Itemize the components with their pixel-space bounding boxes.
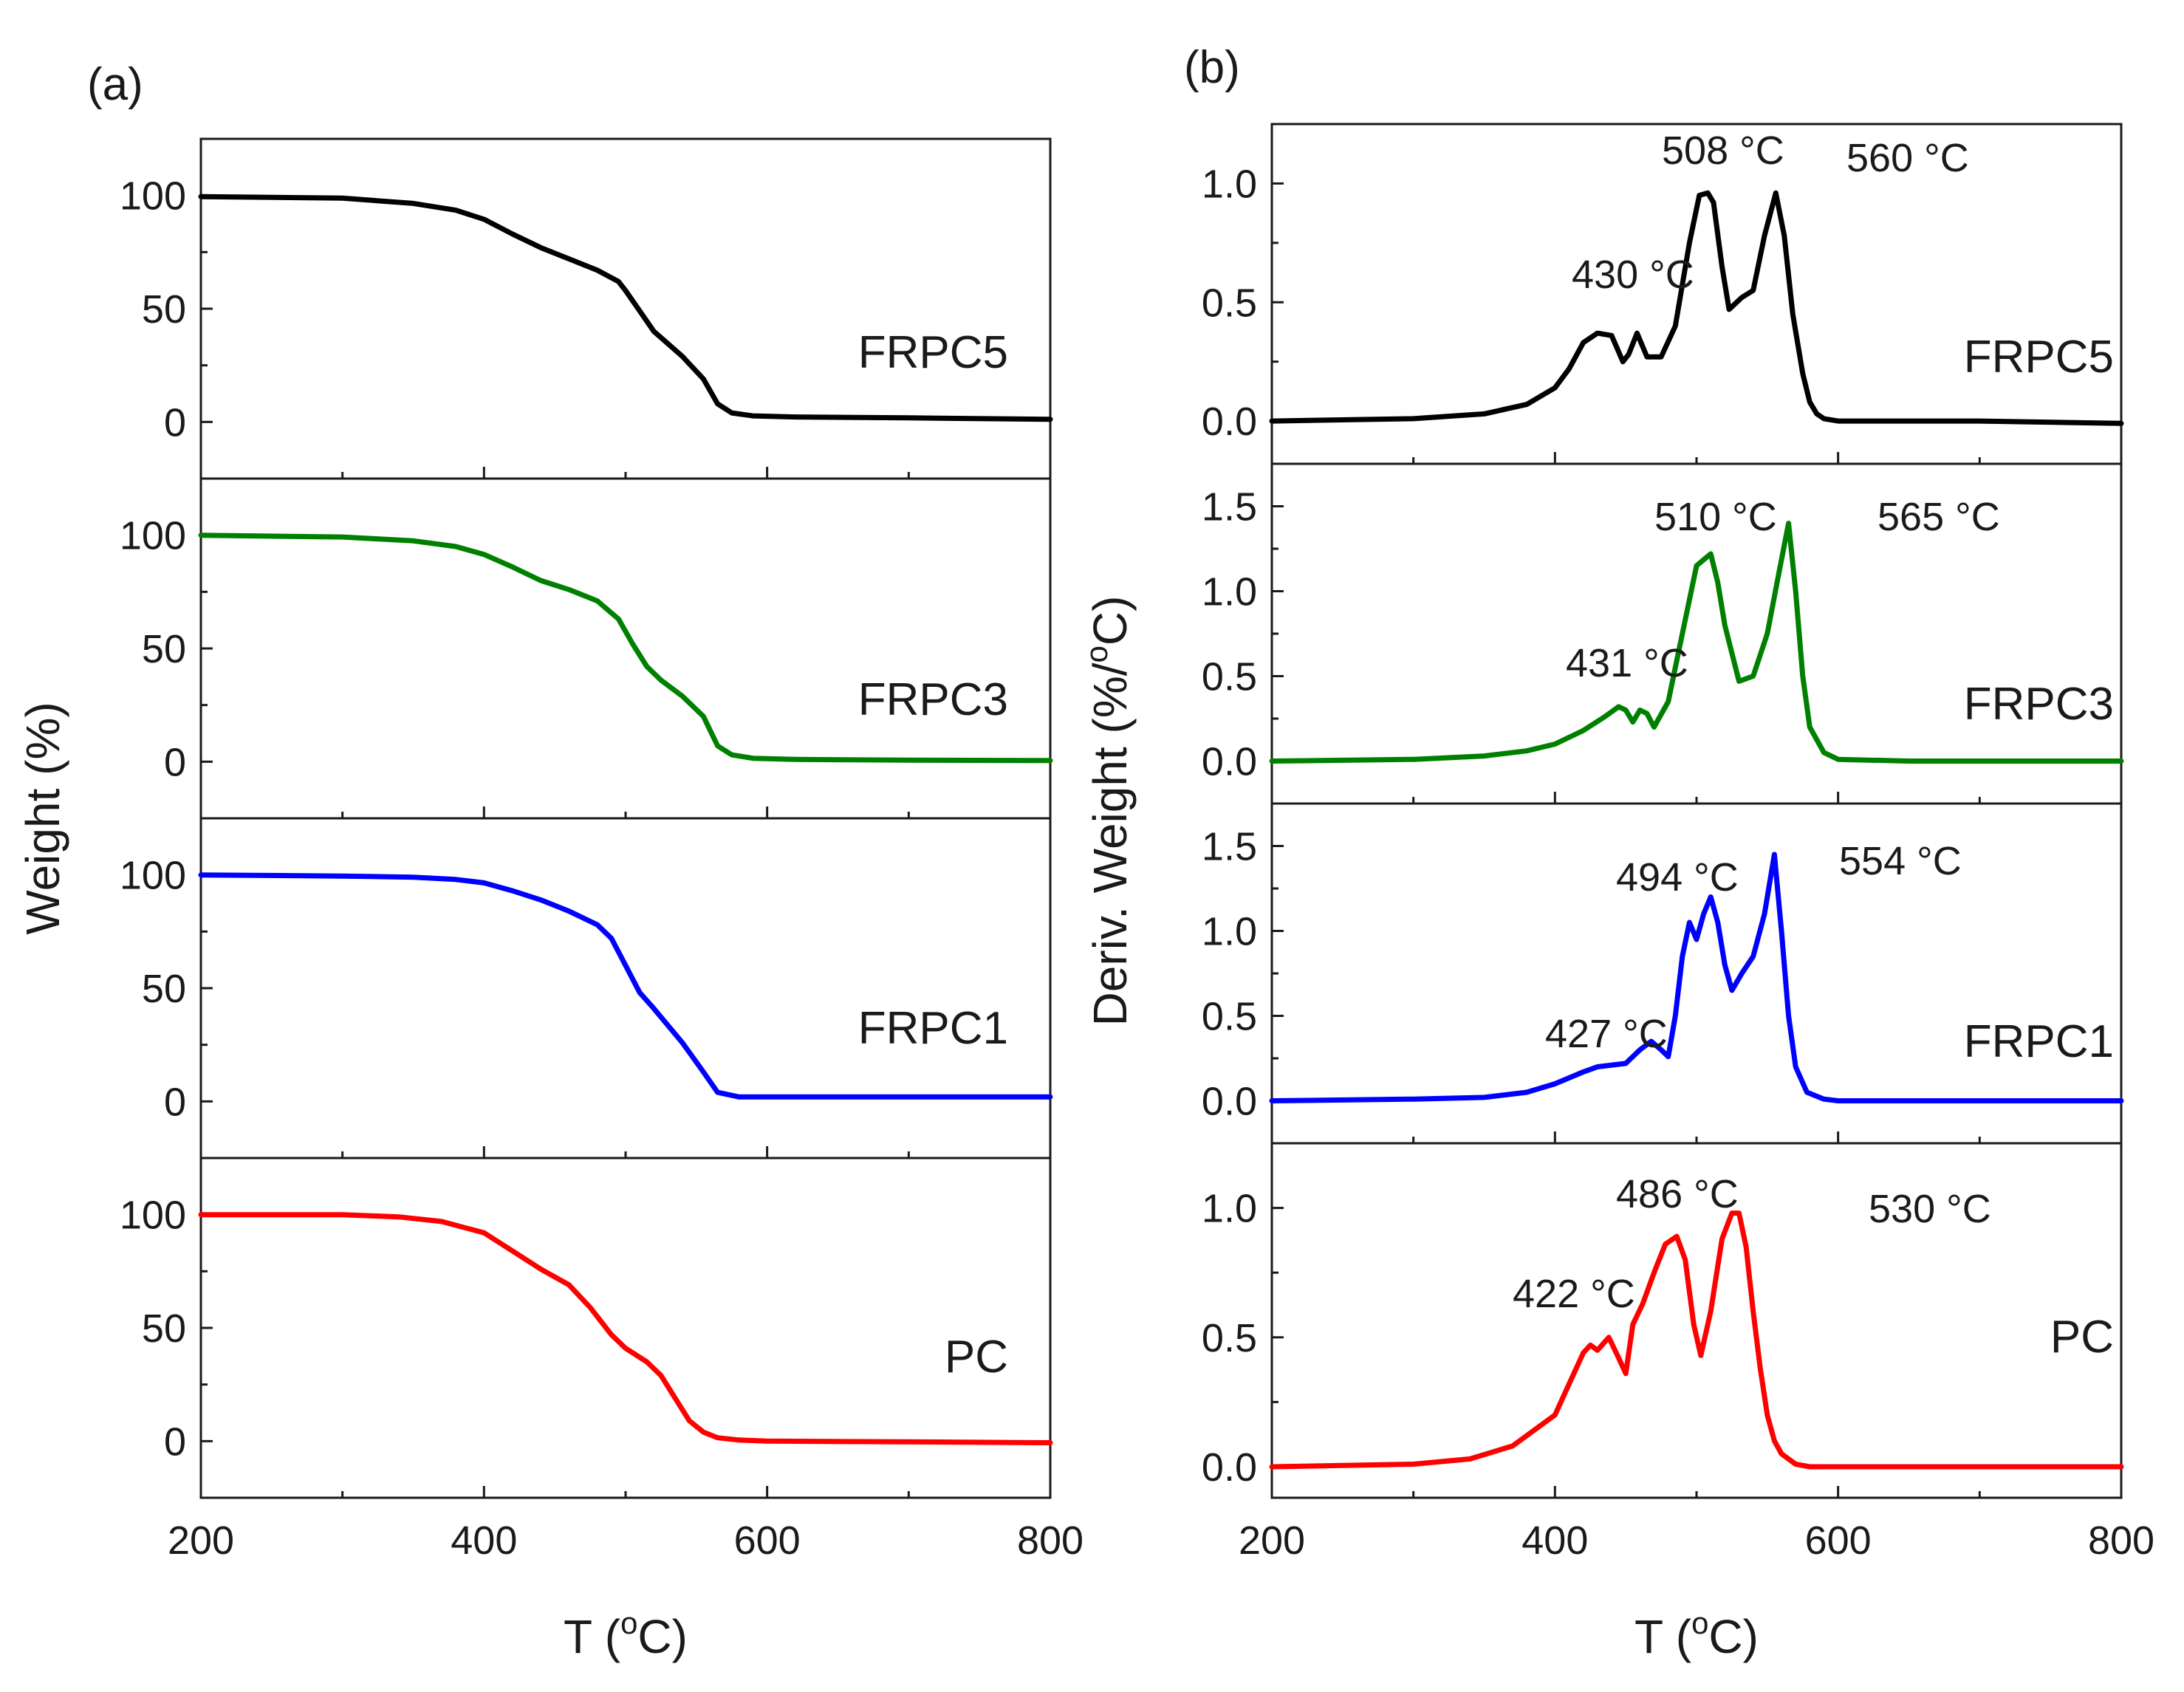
peak-label: 486 °C xyxy=(1616,1172,1739,1216)
peak-label: 422 °C xyxy=(1513,1272,1635,1316)
x-tick-label: 400 xyxy=(1521,1518,1588,1563)
peak-label: 530 °C xyxy=(1869,1187,1991,1231)
panel-b-letter: (b) xyxy=(1184,42,1240,93)
x-tick-label: 800 xyxy=(1017,1518,1084,1563)
y-tick-label: 1.0 xyxy=(1202,570,1257,614)
series-line-pc xyxy=(198,1212,1053,1445)
subplot-a-frpc5: 0 50 100 FRPC5 xyxy=(120,137,1053,480)
y-tick-label: 50 xyxy=(142,1306,186,1351)
panel-a: (a) 0 50 100 FRPC5 0 50 100 FRPC3 0 50 100 FRPC1 0 50 1… xyxy=(16,59,1084,1663)
y-tick-label: 100 xyxy=(120,854,186,898)
subplot-b-frpc5: 0.0 0.5 1.0 FRPC5 430 °C 508 °C 560 °C xyxy=(1202,123,2124,465)
y-tick-label: 50 xyxy=(142,287,186,332)
x-tick-label: 800 xyxy=(2088,1518,2154,1563)
x-tick-label: 600 xyxy=(734,1518,801,1563)
series-label-pc: PC xyxy=(945,1332,1008,1383)
y-tick-label: 0 xyxy=(164,400,186,445)
y-tick-label: 50 xyxy=(142,627,186,671)
x-tick-label: 600 xyxy=(1805,1518,1872,1563)
y-tick-label: 0.0 xyxy=(1202,1445,1257,1490)
series-line-frpc5 xyxy=(1269,190,2124,426)
y-tick-label: 0.0 xyxy=(1202,400,1257,444)
y-axis-title: Weight (%) xyxy=(16,702,69,934)
subplot-a-pc: 0 50 100 PC xyxy=(120,1157,1053,1499)
peak-label: 565 °C xyxy=(1877,495,2000,539)
x-tick-label: 200 xyxy=(168,1518,234,1563)
subplot-a-frpc3: 0 50 100 FRPC3 xyxy=(120,477,1053,820)
peak-label: 560 °C xyxy=(1846,136,1969,180)
peak-label: 554 °C xyxy=(1839,839,1962,883)
plot-frame xyxy=(199,1157,1052,1499)
y-tick-label: 0 xyxy=(164,1419,186,1464)
y-tick-label: 0.0 xyxy=(1202,1080,1257,1124)
y-tick-label: 100 xyxy=(120,514,186,558)
y-tick-label: 0.5 xyxy=(1202,655,1257,699)
peak-label: 508 °C xyxy=(1662,129,1784,173)
peak-label: 510 °C xyxy=(1654,495,1777,539)
y-tick-label: 1.5 xyxy=(1202,485,1257,530)
y-axis-title: Deriv. Weight (%/oC) xyxy=(1079,596,1137,1027)
y-tick-label: 0.5 xyxy=(1202,281,1257,325)
x-axis-title: T (oC) xyxy=(1634,1606,1759,1663)
series-label-frpc1: FRPC1 xyxy=(858,1003,1008,1054)
y-tick-label: 100 xyxy=(120,174,186,219)
peak-label: 494 °C xyxy=(1616,855,1739,900)
peak-label: 427 °C xyxy=(1545,1012,1668,1056)
y-tick-label: 50 xyxy=(142,967,186,1011)
y-tick-label: 1.5 xyxy=(1202,825,1257,869)
plot-frame xyxy=(199,137,1052,480)
series-label-frpc3: FRPC3 xyxy=(858,674,1008,725)
subplot-a-frpc1: 0 50 100 FRPC1 xyxy=(120,817,1053,1160)
series-line-frpc1 xyxy=(198,872,1053,1100)
y-tick-label: 100 xyxy=(120,1193,186,1238)
x-tick-label: 200 xyxy=(1239,1518,1305,1563)
y-tick-label: 0 xyxy=(164,740,186,784)
series-line-pc xyxy=(1269,1210,2124,1470)
y-tick-label: 0 xyxy=(164,1080,186,1124)
plot-frame xyxy=(199,477,1052,820)
series-label-frpc1: FRPC1 xyxy=(1964,1016,2114,1067)
plot-frame xyxy=(1270,802,2123,1145)
subplot-b-frpc1: 0.0 0.5 1.0 1.5 FRPC1 427 °C 494 °C 554 °C xyxy=(1202,802,2124,1145)
series-line-frpc1 xyxy=(1269,852,2124,1103)
subplot-b-pc: 0.0 0.5 1.0 PC 422 °C 486 °C 530 °C xyxy=(1202,1142,2124,1499)
peak-label: 431 °C xyxy=(1566,641,1688,685)
series-line-frpc3 xyxy=(198,532,1053,764)
x-tick-label: 400 xyxy=(451,1518,517,1563)
series-label-frpc3: FRPC3 xyxy=(1964,679,2114,730)
series-label-pc: PC xyxy=(2050,1312,2114,1363)
y-tick-label: 0.5 xyxy=(1202,995,1257,1039)
peak-label: 430 °C xyxy=(1572,253,1694,297)
panel-a-letter: (a) xyxy=(87,59,143,110)
plot-frame xyxy=(1270,123,2123,465)
y-tick-label: 1.0 xyxy=(1202,1187,1257,1231)
y-tick-label: 0.5 xyxy=(1202,1316,1257,1360)
y-tick-label: 1.0 xyxy=(1202,910,1257,954)
series-line-frpc3 xyxy=(1269,521,2124,764)
series-label-frpc5: FRPC5 xyxy=(1964,332,2114,383)
y-tick-label: 0.0 xyxy=(1202,740,1257,784)
x-axis-title: T (oC) xyxy=(564,1606,688,1663)
series-line-frpc5 xyxy=(198,193,1053,422)
series-label-frpc5: FRPC5 xyxy=(858,327,1008,378)
plot-frame xyxy=(199,817,1052,1160)
y-tick-label: 1.0 xyxy=(1202,162,1257,206)
subplot-b-frpc3: 0.0 0.5 1.0 1.5 FRPC3 431 °C 510 °C 565 °C xyxy=(1202,462,2124,805)
